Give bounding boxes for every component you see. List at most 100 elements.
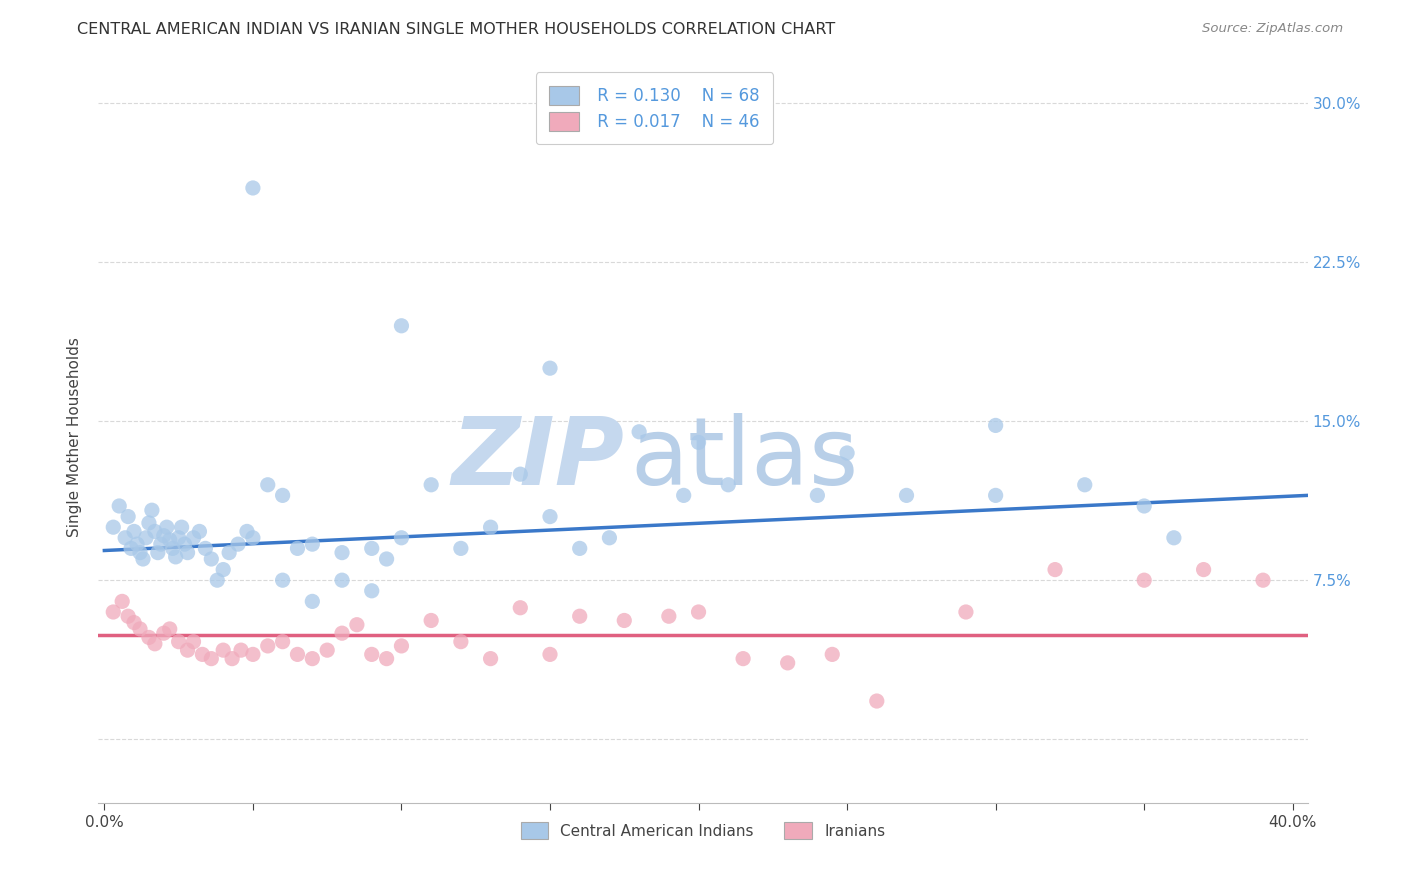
Point (143, 637, 166, 651)
Point (159, 533, 181, 547)
Point (271, 488, 294, 502)
Point (330, 626, 353, 640)
Point (391, 639, 413, 653)
Point (420, 477, 443, 491)
Point (226, 537, 249, 551)
Point (200, 552, 222, 566)
Point (156, 520, 179, 534)
Point (138, 516, 160, 530)
Point (806, 488, 828, 502)
Point (984, 418, 1007, 433)
Point (479, 520, 502, 534)
Point (628, 425, 651, 439)
Point (188, 524, 211, 539)
Point (242, 531, 264, 545)
Point (613, 614, 636, 628)
Point (733, 651, 755, 665)
Point (420, 614, 443, 628)
Point (538, 648, 561, 662)
Point (821, 648, 844, 662)
Point (183, 634, 205, 648)
Point (111, 594, 134, 608)
Point (287, 648, 309, 662)
Y-axis label: Single Mother Households: Single Mother Households (66, 337, 82, 537)
Point (301, 651, 323, 665)
Point (538, 509, 561, 524)
Point (229, 643, 252, 657)
Point (120, 541, 142, 556)
Point (125, 537, 148, 551)
Point (450, 634, 472, 648)
Point (271, 634, 294, 648)
Point (1133, 499, 1156, 513)
Point (479, 651, 502, 665)
Point (218, 546, 240, 560)
Point (159, 622, 181, 636)
Point (330, 573, 353, 587)
Point (167, 634, 190, 648)
Point (200, 651, 222, 665)
Point (256, 639, 278, 653)
Point (194, 541, 217, 556)
Point (271, 573, 294, 587)
Point (955, 605, 977, 619)
Point (672, 488, 695, 502)
Point (242, 181, 264, 195)
Point (152, 529, 174, 543)
Point (236, 524, 259, 539)
Point (207, 573, 229, 587)
Point (129, 622, 152, 636)
Point (135, 531, 157, 545)
Point (538, 361, 561, 376)
Point (1192, 563, 1215, 577)
Point (132, 552, 155, 566)
Point (360, 541, 382, 556)
Point (141, 503, 163, 517)
Point (165, 549, 187, 564)
Point (330, 546, 353, 560)
Point (1251, 573, 1274, 587)
Point (256, 477, 278, 491)
Point (221, 651, 243, 665)
Point (143, 524, 166, 539)
Legend: Central American Indians, Iranians: Central American Indians, Iranians (510, 811, 896, 850)
Point (688, 435, 710, 450)
Point (316, 643, 339, 657)
Point (287, 541, 309, 556)
Point (360, 648, 382, 662)
Text: Source: ZipAtlas.com: Source: ZipAtlas.com (1202, 22, 1343, 36)
Point (375, 651, 398, 665)
Point (375, 552, 398, 566)
Point (176, 643, 198, 657)
Point (117, 609, 139, 624)
Point (103, 605, 125, 619)
Point (146, 546, 169, 560)
Point (776, 656, 799, 670)
Point (242, 648, 264, 662)
Point (688, 605, 710, 619)
Point (152, 626, 174, 640)
Point (598, 531, 620, 545)
Point (450, 541, 472, 556)
Point (1133, 573, 1156, 587)
Point (176, 546, 198, 560)
Point (391, 318, 413, 333)
Point (346, 617, 368, 632)
Point (103, 520, 125, 534)
Point (391, 531, 413, 545)
Point (1043, 563, 1066, 577)
Point (658, 609, 681, 624)
Point (129, 546, 152, 560)
Point (1074, 477, 1097, 491)
Point (108, 499, 131, 513)
Text: ZIP: ZIP (451, 413, 624, 505)
Point (138, 631, 160, 645)
Point (984, 488, 1007, 502)
Point (122, 615, 145, 630)
Point (301, 594, 323, 608)
Point (301, 537, 323, 551)
Point (835, 446, 858, 460)
Point (896, 488, 918, 502)
Point (509, 467, 531, 482)
Point (149, 537, 172, 551)
